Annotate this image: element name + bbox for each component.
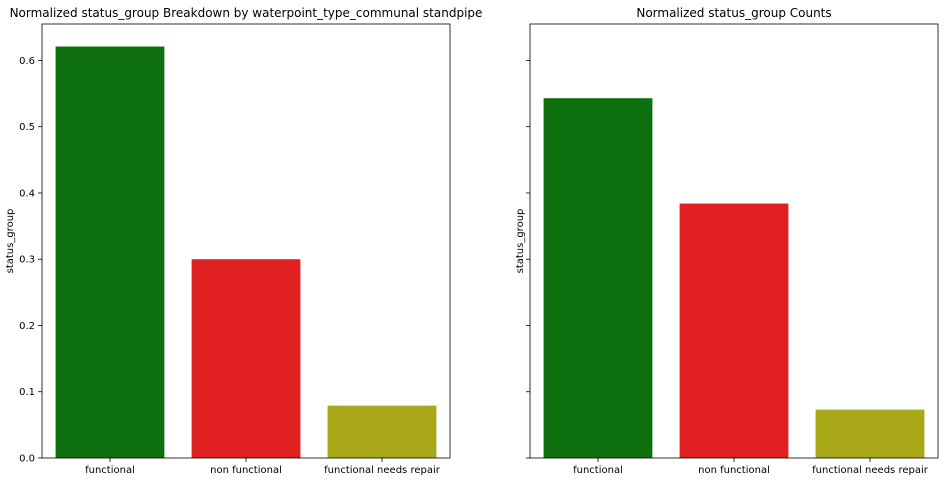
subplot-1: Normalized status_group Breakdown by wat… — [5, 6, 482, 476]
bar-functional — [543, 98, 653, 458]
bar-functional — [55, 46, 165, 458]
bar-functional-needs-repair — [327, 405, 437, 458]
axes-frame — [529, 23, 939, 459]
bar-functional-needs-repair — [815, 409, 925, 458]
axes-frame — [41, 23, 451, 459]
y-tick-label: 0.4 — [19, 188, 35, 199]
y-axis-label: status_group — [5, 209, 16, 274]
y-axis-label: status_group — [515, 209, 526, 274]
bar-non-functional — [679, 203, 789, 458]
y-tick-label: 0.2 — [19, 321, 35, 332]
y-tick-label: 0.5 — [19, 122, 35, 133]
y-tick-label: 0.3 — [19, 255, 35, 266]
chart-title: Normalized status_group Breakdown by wat… — [10, 6, 483, 20]
x-tick-label: functional needs repair — [812, 465, 929, 476]
bar-non-functional — [191, 259, 301, 458]
x-tick-label: non functional — [210, 465, 282, 476]
subplot-2: Normalized status_group Counts status_gro… — [515, 6, 939, 476]
x-tick-label: functional — [85, 465, 135, 476]
x-tick-label: functional — [573, 465, 623, 476]
y-tick-label: 0.1 — [19, 387, 35, 398]
y-tick-label: 0.0 — [19, 454, 35, 465]
x-tick-label: non functional — [698, 465, 770, 476]
x-tick-label: functional needs repair — [324, 465, 441, 476]
y-tick-label: 0.6 — [19, 56, 35, 67]
chart-title: Normalized status_group Counts — [636, 6, 831, 20]
